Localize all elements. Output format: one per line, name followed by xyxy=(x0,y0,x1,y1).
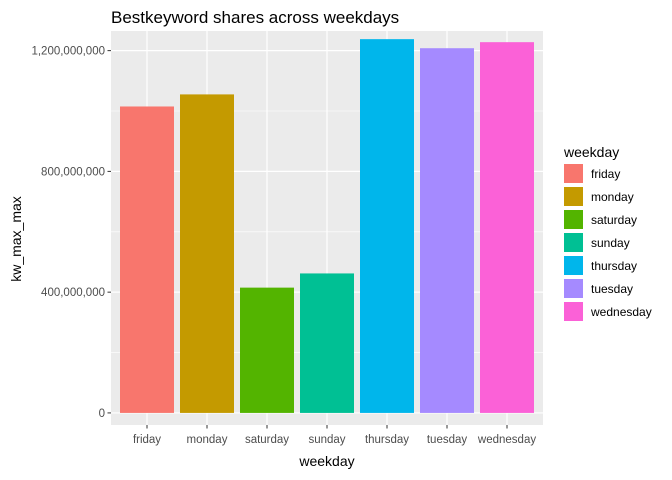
legend-label-monday: monday xyxy=(591,190,634,204)
chart-title: Bestkeyword shares across weekdays xyxy=(111,8,399,27)
bar-monday xyxy=(180,94,234,413)
bar-thursday xyxy=(360,39,414,413)
y-tick-label: 1,200,000,000 xyxy=(31,46,105,58)
x-tick-label-tuesday: tuesday xyxy=(427,434,468,446)
legend-key-monday xyxy=(564,187,583,206)
y-axis: 0 400,000,000 800,000,000 1,200,000,000 xyxy=(31,46,111,420)
x-tick-label-friday: friday xyxy=(133,434,161,446)
legend-label-friday: friday xyxy=(591,167,620,181)
legend-label-thursday: thursday xyxy=(591,259,637,273)
legend-label-saturday: saturday xyxy=(591,213,637,227)
legend-key-thursday xyxy=(564,256,583,275)
legend-label-sunday: sunday xyxy=(591,236,630,250)
y-axis-title: kw_max_max xyxy=(8,196,24,282)
bar-friday xyxy=(120,106,174,413)
legend-label-tuesday: tuesday xyxy=(591,282,633,296)
bar-sunday xyxy=(300,273,354,413)
x-tick-label-monday: monday xyxy=(187,434,228,446)
x-tick-label-wednesday: wednesday xyxy=(477,434,536,446)
legend-key-sunday xyxy=(564,233,583,252)
legend-key-saturday xyxy=(564,210,583,229)
bar-wednesday xyxy=(480,42,534,413)
x-tick-label-thursday: thursday xyxy=(365,434,409,446)
x-axis: friday monday saturday sunday thursday tuesda… xyxy=(133,425,536,446)
legend-label-wednesday: wednesday xyxy=(590,305,652,319)
bar-tuesday xyxy=(420,48,474,413)
legend-key-wednesday xyxy=(564,302,583,321)
y-tick-label: 0 xyxy=(99,408,105,420)
legend-key-friday xyxy=(564,164,583,183)
y-tick-label: 400,000,000 xyxy=(41,287,105,299)
legend-title: weekday xyxy=(563,144,619,160)
x-tick-label-sunday: sunday xyxy=(308,434,345,446)
legend-key-tuesday xyxy=(564,279,583,298)
x-axis-title: weekday xyxy=(298,453,354,469)
bar-saturday xyxy=(240,287,294,413)
legend: weekday friday monday saturday sunday thursd… xyxy=(563,144,652,321)
x-tick-label-saturday: saturday xyxy=(245,434,289,446)
y-tick-label: 800,000,000 xyxy=(41,166,105,178)
bars xyxy=(120,39,534,413)
